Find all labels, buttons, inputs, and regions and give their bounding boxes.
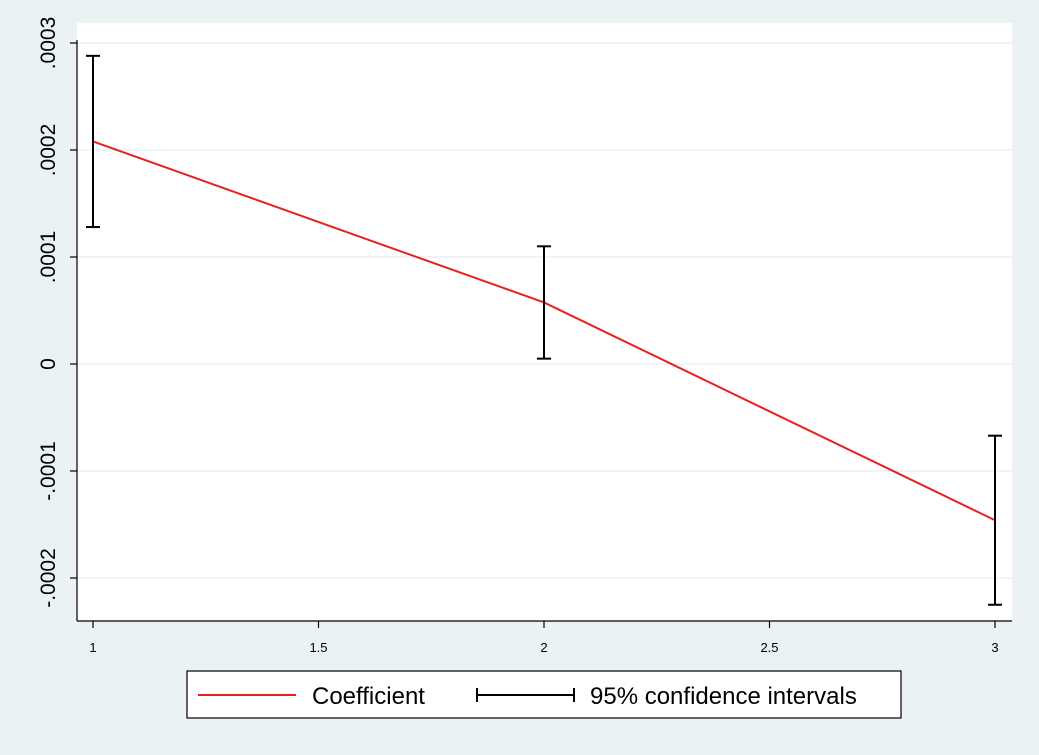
error-bar <box>537 245 551 360</box>
x-tick-label: 3 <box>991 640 998 655</box>
y-tick-label: -.0001 <box>37 441 60 501</box>
error-bar <box>988 434 1002 606</box>
x-tick-label: 2 <box>540 640 547 655</box>
y-tick-label: .0003 <box>37 17 60 70</box>
legend: Coefficient 95% confidence intervals <box>186 670 902 719</box>
legend-label-coefficient: Coefficient <box>312 683 425 710</box>
x-tick-label: 2.5 <box>760 640 778 655</box>
legend-label-ci: 95% confidence intervals <box>590 683 857 710</box>
error-bars-layer <box>86 54 1002 606</box>
error-bar <box>86 54 100 229</box>
x-tick-label: 1.5 <box>309 640 327 655</box>
y-tick-label: 0 <box>37 358 60 370</box>
y-tick-label: .0002 <box>37 124 60 177</box>
y-tick-label: -.0002 <box>37 548 60 608</box>
y-tick-label: .0001 <box>37 231 60 284</box>
x-tick-label: 1 <box>89 640 96 655</box>
axes: -.0002 -.0001 0 .0001 .0002 .0003 1 1.5 2 2.5 3 <box>37 17 1012 655</box>
